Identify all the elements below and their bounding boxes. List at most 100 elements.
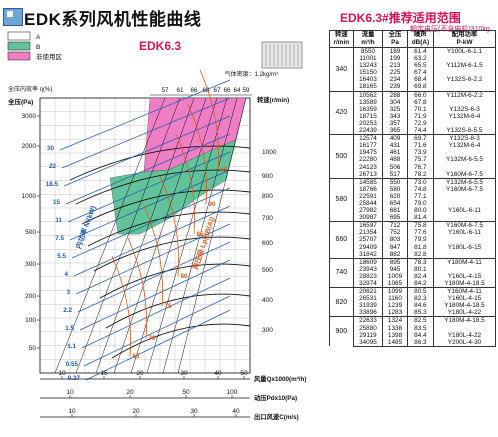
power-cell: [432, 192, 497, 200]
power-cell: Y132M-6-5.5: [432, 156, 497, 164]
speed-cell: 580: [329, 177, 354, 222]
pressure-cell: 620: [382, 192, 408, 200]
power-line: [75, 223, 231, 295]
table-row: 16177 431 71.6 Y132M-6-4: [330, 142, 497, 150]
flow-cell: 15150: [352, 69, 384, 77]
power-line: [65, 133, 231, 205]
pressure-cell: 409: [382, 134, 408, 143]
efficiency-ray: [130, 97, 218, 374]
speed-curve: [111, 323, 251, 359]
legend-label: B: [36, 44, 40, 51]
noise-cell: 84.6: [406, 302, 434, 310]
table-row: 26531 1160 82.3 Y160L-4-15: [330, 295, 497, 303]
flow-cell: 25707: [352, 236, 384, 244]
recommended-range-table: 转速 r/min 流量 m³/h 全压 Pa 噪声 dB(A) 配用功率 P-kW 340…: [329, 30, 497, 347]
noise-cell: 61.4: [406, 47, 434, 56]
noise-cell: 79.9: [406, 236, 434, 244]
power-cell: Y180M-4-18.5: [432, 302, 497, 310]
power-cell: [432, 236, 497, 244]
noise-cell: 82.3: [406, 295, 434, 303]
power-cell: [432, 265, 497, 273]
flow-cell: 25844: [352, 199, 384, 208]
power-line: [79, 259, 231, 331]
efficiency-ray: [113, 97, 207, 374]
table-row: 32974 1065 84.2 Y180M-4-18.5: [330, 280, 497, 288]
power-cell: Y180L-4-22: [432, 309, 497, 317]
flow-cell: 23943: [352, 265, 384, 273]
noise-label: 65: [132, 353, 140, 360]
noise-cell: 65.5: [406, 62, 434, 70]
speed-cell: 820: [329, 287, 354, 317]
speed-cell: 500: [329, 134, 354, 179]
noise-curve: [175, 133, 195, 235]
noise-label: 70: [148, 335, 156, 342]
y-tick-label: 200: [25, 293, 36, 300]
power-cell: [432, 98, 497, 106]
pressure-cell: 882: [382, 250, 408, 259]
power-cell: Y132S-8-3: [432, 134, 497, 143]
table-row: 25880 1338 83.5: [330, 324, 497, 332]
noise-cell: 67.4: [406, 69, 434, 77]
table-row: 33896 1283 85.3 Y180L-4-22: [330, 309, 497, 317]
pressure-cell: 695: [382, 214, 408, 222]
flow-cell: 16403: [352, 76, 384, 84]
page-title: EDK系列风机性能曲线: [24, 10, 202, 29]
noise-cell: 69.8: [406, 83, 434, 92]
pressure-cell: 1398: [382, 331, 408, 339]
pressure-cell: 1338: [382, 324, 408, 332]
table-row: 18766 580 74.8 Y160M-6-7.5: [330, 185, 497, 193]
flow-cell: 18609: [352, 257, 384, 266]
power-label: 11: [55, 217, 62, 224]
power-cell: [432, 119, 497, 128]
power-cell: Y132S-6-2.2: [432, 76, 497, 84]
pressure-cell: 945: [382, 265, 408, 273]
noise-cell: 84.4: [406, 331, 434, 339]
table-row: 19475 461 73.9: [330, 149, 497, 157]
table-row: 740 18609 895 78.3 Y180M-4-11: [329, 257, 497, 288]
table-row: 16359 325 70.1 Y132S-6-3: [330, 105, 497, 113]
y-axis-title: 全压(Pa): [7, 97, 33, 106]
noise-cell: 75.7: [406, 156, 434, 164]
table-row: 25707 803 79.9: [330, 236, 497, 244]
flow-cell: 18165: [352, 83, 384, 92]
power-label: 15: [53, 199, 61, 206]
efficiency-tick: 57: [161, 87, 169, 94]
efficiency-tick: 59: [242, 87, 250, 94]
noise-cell: 77.6: [406, 229, 434, 237]
table-row: 24123 506 76.7: [330, 163, 497, 171]
pressure-cell: 1283: [382, 309, 408, 317]
table-row: 31842 882 82.8: [330, 250, 497, 259]
legend-label: A: [36, 34, 41, 41]
flow-cell: 29409: [352, 243, 384, 251]
zone-b: [109, 139, 237, 235]
table-row: 660 16597 712 75.8 Y160M-6-7.5: [329, 221, 497, 259]
flow-cell: 26531: [352, 295, 384, 303]
power-line: [81, 277, 231, 349]
table-row: 500 12574 409 69.7 Y132S-8-3: [329, 134, 497, 179]
power-cell: [432, 149, 497, 157]
noise-label: 75: [164, 303, 172, 310]
power-line: [77, 241, 231, 313]
speed-curve: [99, 263, 251, 299]
table-row: 29119 1398 84.4 Y180L-4-22: [330, 331, 497, 339]
noise-cell: 84.2: [406, 280, 434, 288]
noise-cell: 71.9: [406, 112, 434, 120]
efficiency-ray: [146, 97, 228, 374]
noise-curve: [127, 237, 147, 339]
flow-cell: 30987: [352, 214, 384, 222]
pressure-cell: 895: [382, 257, 408, 266]
x-axis-title: 动压Pdx10(Pa): [254, 393, 297, 402]
table-row: 31939 1239 84.6 Y180M-4-18.5: [330, 302, 497, 310]
efficiency-tick: 66: [190, 87, 198, 94]
flow-cell: 25880: [352, 324, 384, 332]
pressure-cell: 803: [382, 236, 408, 244]
pressure-cell: 1324: [382, 316, 408, 325]
power-cell: Y180M-4-18.5: [432, 316, 497, 325]
power-label: 2.2: [63, 307, 72, 314]
flow-cell: 27982: [352, 207, 384, 215]
flow-cell: 28823: [352, 272, 384, 280]
speed-cell: 660: [329, 221, 354, 259]
legend-swatch: [7, 31, 31, 41]
y-tick-label: 1000: [22, 193, 37, 200]
